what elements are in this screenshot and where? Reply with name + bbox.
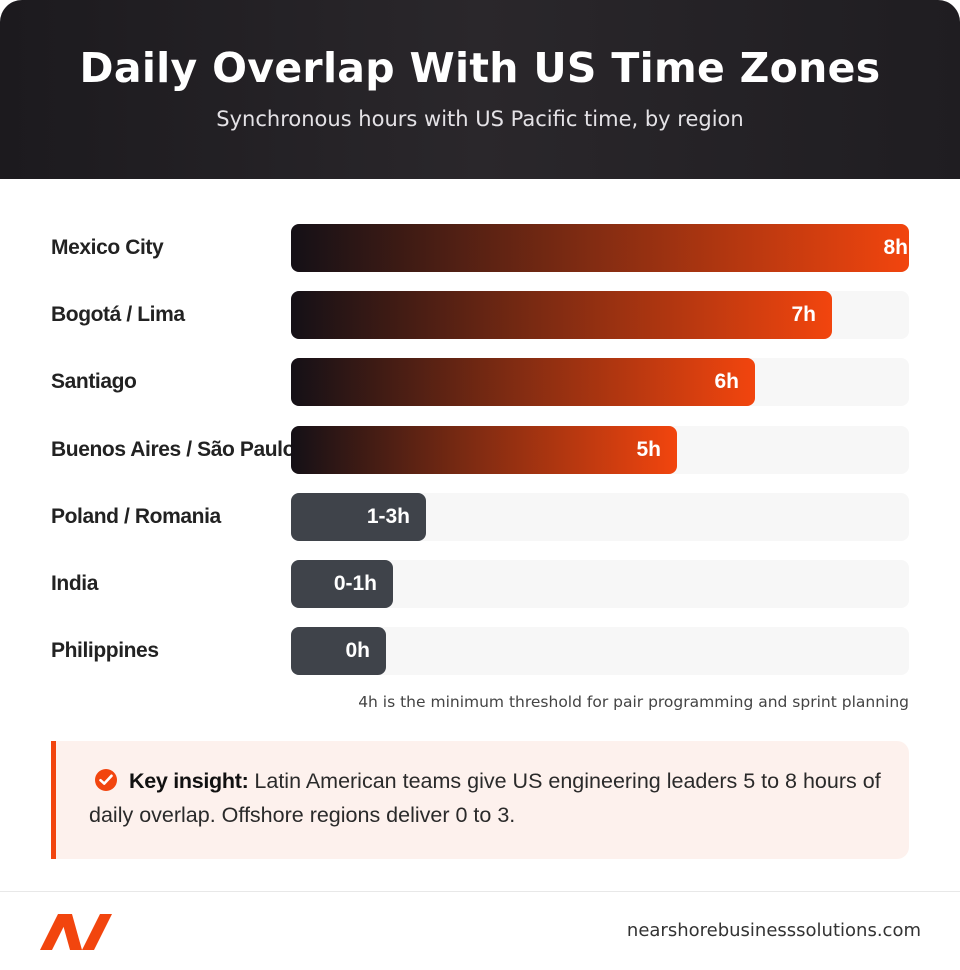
category-label: Buenos Aires / São Paulo: [51, 437, 296, 461]
bar-value-label: 7h: [791, 303, 816, 327]
bar-value-label: 1-3h: [366, 504, 410, 528]
bar: [291, 358, 755, 407]
insight-body: Latin American teams give US engineering…: [89, 769, 881, 827]
bar-value-label: 5h: [636, 437, 661, 461]
category-label: Bogotá / Lima: [51, 303, 185, 327]
bar: [291, 224, 909, 272]
chart-note: 4h is the minimum threshold for pair pro…: [358, 693, 909, 711]
page-subtitle: Synchronous hours with US Pacific time, …: [216, 107, 744, 131]
check-circle-icon: [95, 769, 117, 791]
bar-value-label: 8h: [883, 236, 908, 259]
insight-box: Key insight: Latin American teams give U…: [51, 741, 909, 859]
bar-value-label: 0h: [345, 639, 370, 663]
bar-track: [291, 627, 909, 676]
website-link[interactable]: nearshorebusinesssolutions.com: [626, 920, 921, 941]
bar: [291, 627, 386, 676]
page-title: Daily Overlap With US Time Zones: [79, 44, 881, 92]
bar-chart: Mexico City 8h Bogotá / Lima 7h Santiago 6h Bu…: [0, 179, 960, 699]
category-label: India: [51, 572, 99, 595]
bar-track: [291, 560, 909, 608]
footer: nearshorebusinesssolutions.com: [0, 891, 960, 970]
insight-text: Key insight: Latin American teams give U…: [89, 764, 889, 832]
category-label: Philippines: [51, 639, 159, 663]
bar: [291, 560, 393, 608]
bar: [291, 291, 832, 340]
bar: [291, 492, 426, 541]
bar-value-label: 0-1h: [333, 572, 377, 595]
insight-label: Key insight:: [129, 769, 249, 793]
bar: [291, 425, 677, 474]
brand-logo-icon: [38, 912, 116, 957]
bar-value-label: 6h: [714, 370, 739, 394]
category-label: Poland / Romania: [51, 504, 221, 528]
header: Daily Overlap With US Time Zones Synchro…: [0, 0, 960, 179]
category-label: Santiago: [51, 370, 137, 394]
category-label: Mexico City: [51, 236, 164, 259]
